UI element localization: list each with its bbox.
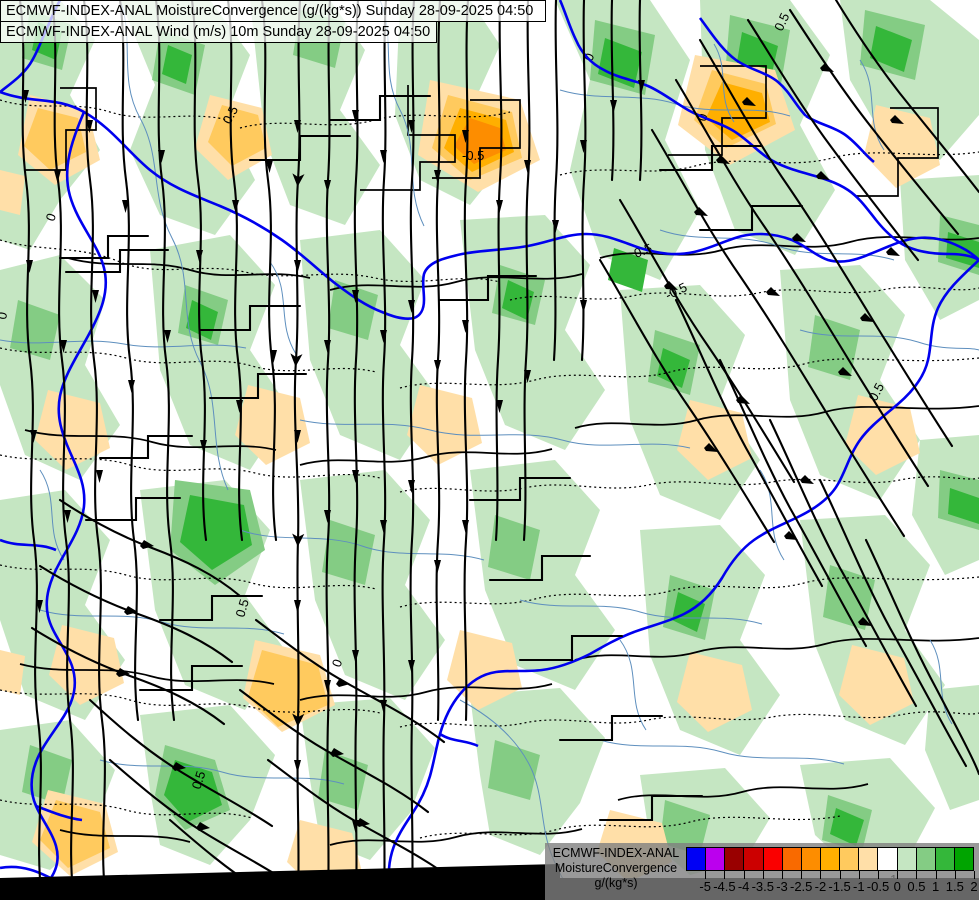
colorbar-tick — [820, 871, 822, 879]
colorbar-swatch — [897, 848, 917, 870]
svg-text:0.5: 0.5 — [865, 380, 887, 403]
colorbar-tick-label: -4 — [737, 879, 750, 894]
contour-label: 0.5 — [232, 597, 251, 619]
colorbar-tick — [743, 871, 745, 879]
colorbar-tick-label: -5 — [699, 879, 711, 894]
colorbar-tick-label: 2 — [970, 879, 978, 894]
colorbar-legend-panel[interactable]: ECMWF-INDEX-ANAL MoistureConvergence g/(… — [545, 843, 979, 900]
colorbar-swatch — [782, 848, 802, 870]
colorbar-tick — [801, 871, 803, 879]
colorbar-swatch — [763, 848, 783, 870]
colorbar-swatches[interactable] — [686, 847, 974, 871]
svg-text:0: 0 — [0, 311, 10, 321]
colorbar-tick-label: -3.5 — [751, 879, 774, 894]
colorbar-swatch — [801, 848, 821, 870]
contour-lines-solid — [19, 65, 979, 846]
colorbar-tick — [954, 871, 956, 879]
colorbar-swatch — [840, 848, 860, 870]
colorbar-tick-label: 0.5 — [907, 879, 926, 894]
colorbar-tick — [762, 871, 764, 879]
colorbar-tick — [974, 871, 975, 879]
contour-label: 0 — [581, 51, 598, 63]
wind-arrowheads — [22, 63, 904, 833]
colorbar-tick — [897, 871, 899, 879]
colorbar-tick — [705, 871, 707, 879]
title-moisture-convergence: ECMWF-INDEX-ANAL MoistureConvergence (g/… — [0, 0, 546, 22]
colorbar-tick — [724, 871, 726, 879]
colorbar-ticks — [686, 871, 975, 879]
contour-label: 0.5 — [771, 11, 792, 34]
colorbar-tick-label: 1.5 — [945, 879, 964, 894]
contour-label: 0 — [329, 657, 346, 669]
colorbar-swatch — [725, 848, 745, 870]
colorbar-tick-label: -2 — [814, 879, 827, 894]
colorbar-tick-label: -1.5 — [828, 879, 851, 894]
title-wind-10m: ECMWF-INDEX-ANAL Wind (m/s) 10m Sunday 2… — [0, 21, 437, 43]
fill-band-dark-green — [32, 22, 979, 846]
colorbar-tick-label: -1 — [853, 879, 865, 894]
colorbar-tick-label: -3 — [776, 879, 788, 894]
legend-units-label: g/(kg*s) — [594, 876, 638, 890]
colorbar-tick — [878, 871, 879, 879]
colorbar-tick-label: -4.5 — [713, 879, 736, 894]
colorbar-swatch — [954, 848, 974, 870]
colorbar-swatch — [687, 848, 707, 870]
colorbar-swatch — [935, 848, 955, 870]
colorbar-swatch — [706, 848, 726, 870]
colorbar-tick-label: -2.5 — [789, 879, 813, 894]
colorbar-tick-label: -0.5 — [866, 879, 890, 894]
colorbar-tick-label: 0 — [893, 879, 901, 894]
contour-label: 0.5 — [632, 241, 654, 261]
contour-label: 0 — [43, 211, 60, 223]
colorbar-tick — [782, 871, 783, 879]
colorbar-swatch — [859, 848, 879, 870]
legend-model-label: ECMWF-INDEX-ANAL — [552, 846, 680, 860]
legend-field-label: MoistureConvergence — [554, 861, 678, 875]
colorbar-tick-label: 1 — [931, 879, 940, 894]
colorbar-tick — [935, 871, 937, 879]
colorbar-tick — [858, 871, 860, 879]
colorbar-swatch — [820, 848, 841, 870]
colorbar-tick — [916, 871, 918, 879]
colorbar-swatch — [878, 848, 898, 870]
colorbar-swatch — [916, 848, 936, 870]
colorbar-tick — [839, 871, 841, 879]
colorbar-swatch — [744, 848, 764, 870]
colorbar-tick-labels: -5 -4.5 -4 -3.5 -3 -2.5 -2 -1.5 -1 -0.5 0 0.5 1 1.5 2 — [686, 879, 978, 897]
contour-label: -0.5 — [462, 148, 484, 163]
